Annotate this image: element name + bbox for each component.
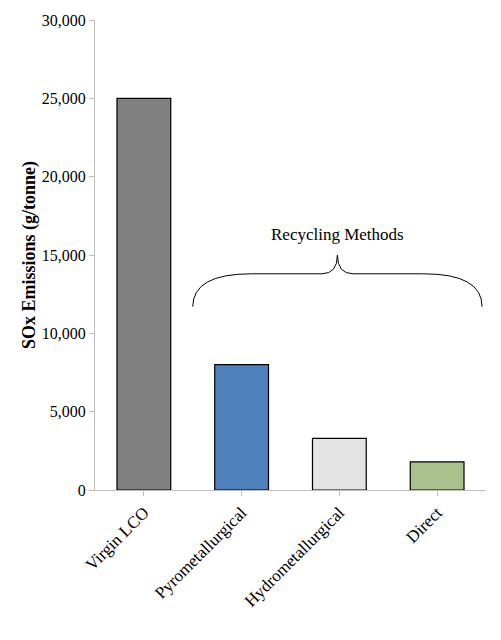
svg-text:Pyrometallurgical: Pyrometallurgical (151, 503, 251, 603)
svg-text:15,000: 15,000 (42, 247, 86, 264)
svg-text:10,000: 10,000 (42, 325, 86, 342)
svg-text:25,000: 25,000 (42, 90, 86, 107)
svg-text:SOx Emissions (g/tonne): SOx Emissions (g/tonne) (19, 161, 40, 349)
svg-text:5,000: 5,000 (50, 403, 86, 420)
svg-text:Recycling Methods: Recycling Methods (271, 225, 404, 244)
svg-text:20,000: 20,000 (42, 168, 86, 185)
svg-text:Direct: Direct (402, 503, 446, 547)
svg-text:30,000: 30,000 (42, 12, 86, 29)
svg-text:0: 0 (78, 482, 86, 499)
svg-text:Virgin LCO: Virgin LCO (82, 503, 153, 574)
svg-text:Hydrometallurgical: Hydrometallurgical (241, 503, 349, 611)
